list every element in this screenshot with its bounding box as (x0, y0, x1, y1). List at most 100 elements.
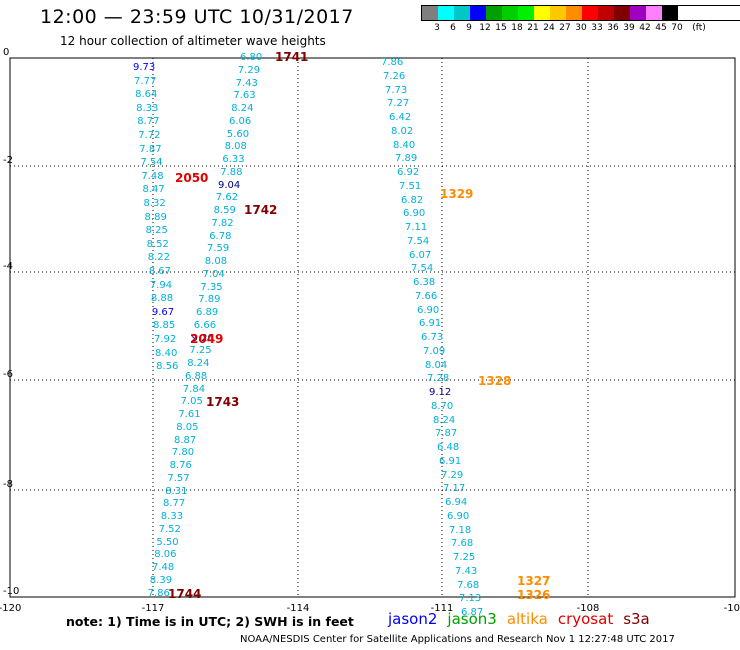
swh-value: 8.39 (149, 574, 173, 586)
swh-value: 6.78 (209, 230, 232, 242)
swh-value: 7.73 (385, 84, 408, 96)
swh-value: 6.88 (185, 370, 208, 382)
swh-value: 8.59 (213, 205, 236, 216)
x-tick-label: -105 (724, 603, 740, 614)
swh-value: 7.66 (415, 290, 438, 302)
swh-value: 7.25 (189, 345, 212, 357)
swh-value: 5.60 (226, 128, 250, 140)
swh-value: 7.62 (215, 192, 239, 204)
swh-value: 7.28 (427, 373, 450, 385)
y-tick-label: -6 (3, 369, 13, 380)
swh-value: 7.27 (387, 98, 410, 110)
pass-time-label: 1328 (478, 374, 512, 388)
swh-value: 7.86 (381, 57, 404, 68)
y-tick-label: -4 (3, 261, 13, 272)
x-tick-label: -120 (0, 603, 21, 614)
color-legend: 3 6 9 12 15 18 21 24 27 30 33 36 39 42 45 70 (ft) (421, 5, 740, 35)
swh-value: 7.68 (451, 538, 474, 550)
legend-swatch (502, 6, 518, 20)
swh-value: 8.33 (160, 511, 184, 522)
swh-value: 8.47 (142, 184, 165, 196)
swh-value: 8.32 (143, 198, 166, 209)
map-title: 12:00 — 23:59 UTC 10/31/2017 (40, 6, 354, 28)
swh-value: 7.82 (211, 217, 234, 229)
swh-value: 7.35 (200, 281, 223, 293)
swh-value: 8.22 (147, 252, 170, 264)
legend-label: 30 (575, 23, 587, 33)
swh-value: 6.73 (421, 332, 444, 343)
swh-value: 7.29 (441, 469, 464, 481)
legend-swatch (614, 6, 630, 20)
swh-value: 6.33 (222, 154, 245, 165)
swh-value: 8.24 (231, 103, 254, 114)
legend-label: 70 (671, 23, 683, 33)
swh-value: 6.90 (417, 304, 440, 316)
swh-value: 7.09 (423, 345, 446, 357)
swh-value: 6.89 (196, 307, 219, 318)
pass-time-label: 1741 (275, 50, 309, 64)
satellite-name: jason2 (388, 610, 438, 628)
legend-swatch (598, 6, 614, 20)
legend-label: 45 (655, 23, 667, 33)
swh-value: 6.91 (419, 318, 442, 330)
swh-value: 9.20 (191, 332, 214, 344)
satellite-name: s3a (623, 610, 650, 628)
legend-swatch (518, 6, 534, 20)
swh-value: 7.04 (202, 268, 225, 280)
swh-value: 8.31 (165, 485, 188, 497)
swh-value: 7.59 (207, 243, 230, 255)
swh-value: 8.76 (169, 460, 192, 471)
swh-value: 8.40 (393, 139, 416, 151)
swh-value: 8.52 (146, 238, 169, 250)
y-tick-label: -10 (3, 586, 19, 597)
swh-value: 7.26 (383, 70, 406, 82)
legend-swatch (454, 6, 470, 20)
swh-value: 9.12 (429, 387, 452, 398)
y-tick-label: 0 (3, 47, 9, 58)
x-tick-label: -108 (577, 603, 600, 614)
swh-value: 9.73 (133, 62, 156, 73)
x-tick-label: -114 (287, 603, 310, 614)
swh-value: 8.25 (145, 225, 168, 237)
swh-value: 7.43 (235, 77, 258, 89)
swh-value: 8.77 (137, 116, 160, 128)
swh-value: 6.90 (403, 208, 426, 220)
legend-swatch (486, 6, 502, 20)
legend-label: 27 (559, 23, 571, 33)
swh-value: 8.08 (204, 256, 228, 267)
swh-value: 7.52 (158, 523, 181, 535)
swh-value: 7.54 (407, 235, 430, 247)
swh-value: 7.54 (411, 263, 434, 275)
swh-value: 6.07 (409, 249, 432, 261)
satellite-name: jason3 (447, 610, 497, 628)
swh-value: 7.48 (141, 170, 164, 182)
swh-value: 8.02 (391, 125, 414, 137)
map-frame (9, 57, 736, 598)
swh-value: 8.70 (431, 400, 454, 412)
swh-value: 7.89 (198, 294, 221, 306)
pass-time-label: 1742 (244, 203, 278, 217)
legend-swatch (582, 6, 598, 20)
swh-value: 6.38 (413, 277, 436, 288)
legend-swatch (662, 6, 678, 20)
swh-value: 8.88 (150, 293, 174, 305)
legend-label: 12 (479, 23, 491, 33)
pass-time-label: 1743 (206, 395, 240, 409)
swh-value: 7.05 (180, 396, 203, 408)
swh-value: 7.61 (178, 409, 201, 420)
legend-swatch (534, 6, 550, 20)
swh-value: 6.48 (437, 442, 460, 453)
swh-value: 7.43 (455, 565, 478, 577)
legend-swatch (566, 6, 582, 20)
swh-value: 7.87 (139, 143, 162, 155)
swh-value: 7.87 (435, 428, 458, 440)
swh-value: 8.04 (425, 359, 448, 371)
legend-label: (ft) (692, 23, 706, 33)
swh-value: 6.92 (397, 167, 420, 178)
legend-label: 15 (495, 23, 507, 33)
swh-value: 7.57 (167, 472, 190, 484)
satellite-name: altika (506, 610, 548, 628)
swh-value: 6.91 (439, 455, 462, 467)
legend-swatch (550, 6, 566, 20)
legend-label: 6 (450, 23, 456, 33)
